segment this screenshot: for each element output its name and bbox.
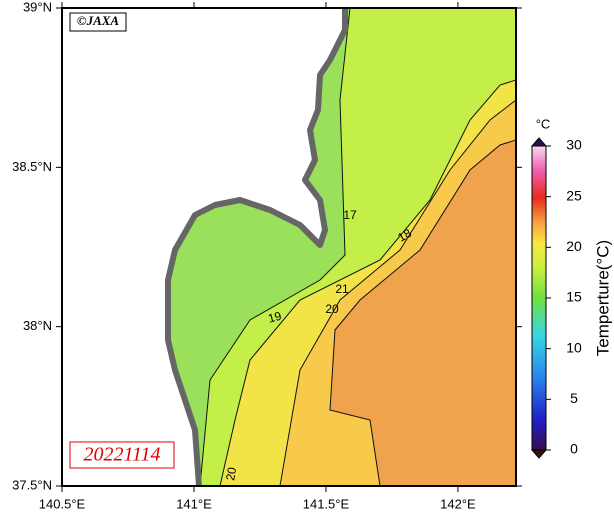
contour-label: 20 — [325, 302, 339, 316]
colorbar-tick-label: 25 — [566, 187, 582, 203]
x-tick-label: 141.5°E — [303, 496, 350, 511]
contour-label: 17 — [343, 208, 357, 222]
land — [62, 8, 348, 486]
colorbar-unit: °C — [536, 116, 551, 131]
colorbar-tick-label: 30 — [566, 137, 582, 153]
colorbar-tick-label: 20 — [566, 238, 582, 254]
x-tick-label: 140.5°E — [39, 496, 86, 511]
colorbar-top — [530, 137, 548, 147]
colorbar-tick-label: 5 — [570, 390, 578, 406]
colorbar-label: Temperture(°C) — [593, 240, 612, 356]
y-tick-label: 38°N — [23, 318, 52, 333]
date-box — [69, 441, 175, 469]
contour-label: 18 — [395, 226, 414, 245]
x-tick-label: 141°E — [176, 496, 212, 511]
map-frame — [61, 7, 517, 487]
colorbar-bottom — [530, 449, 548, 459]
date: 20221114 — [83, 444, 160, 466]
sea-zone-21 — [329, 139, 516, 486]
contour-label: 19 — [267, 309, 284, 326]
y-tick-label: 39°N — [23, 0, 52, 14]
y-tick-label: 37.5°N — [12, 477, 52, 492]
y-tick-label: 38.5°N — [12, 159, 52, 174]
credit-box — [69, 12, 127, 32]
credit: ©JAXA — [77, 13, 120, 28]
contour-label: 21 — [335, 282, 349, 296]
sst-field — [62, 8, 516, 486]
colorbar — [531, 145, 547, 451]
colorbar-tick-label: 15 — [566, 289, 582, 305]
colorbar-tick-label: 0 — [570, 441, 578, 457]
x-tick-label: 142°E — [440, 496, 476, 511]
contour-label: 20 — [223, 466, 239, 482]
colorbar-tick-label: 10 — [566, 339, 582, 355]
